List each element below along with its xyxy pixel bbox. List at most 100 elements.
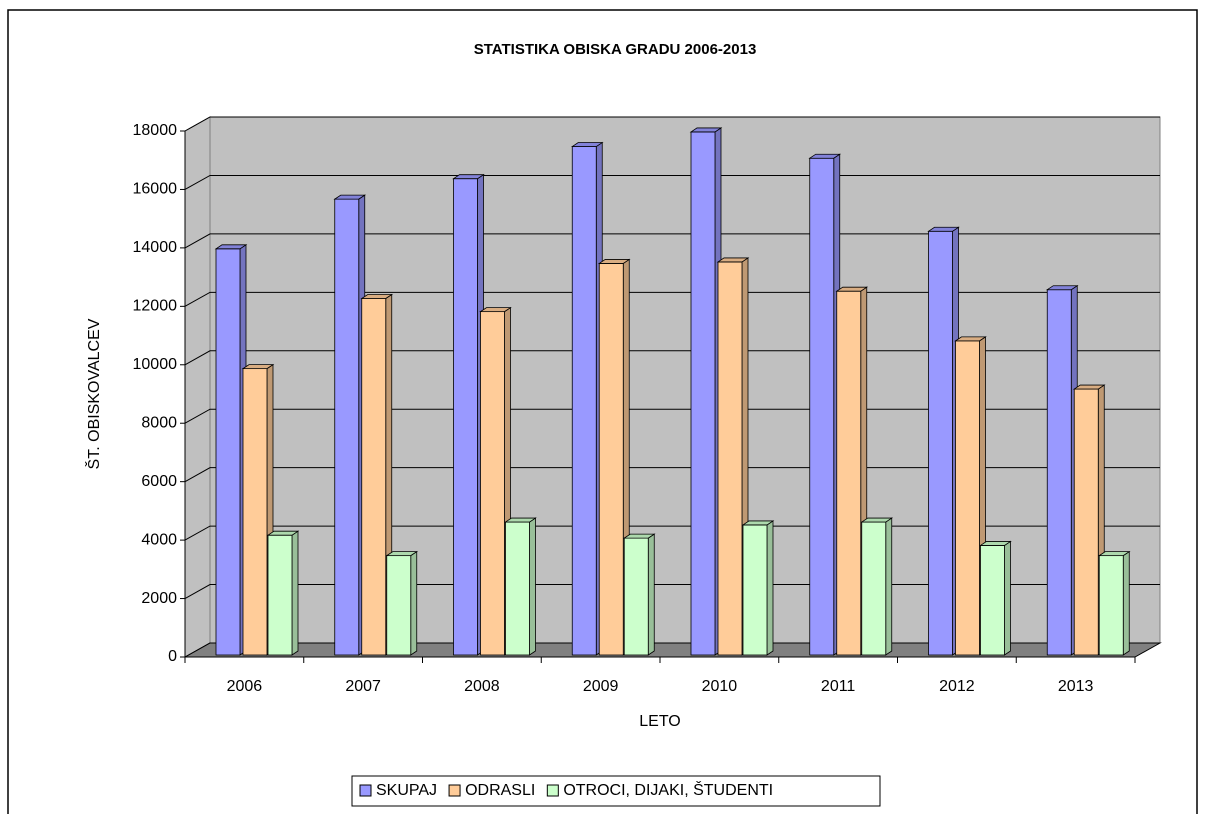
bar-face [860,517,894,523]
bar-face [385,551,419,557]
x-tick-label: 2011 [821,678,856,695]
bar-face [505,521,530,656]
bar-face [291,530,299,656]
bar [570,141,604,656]
bar-face [571,146,597,656]
bar-face [928,230,953,656]
chart-title: STATISTIKA OBISKA GRADU 2006-2013 [474,41,757,58]
bar-face [333,194,367,200]
bar-face [716,257,750,263]
bar-face [242,368,268,656]
bar [452,173,485,656]
bar-face [979,541,1012,546]
bar [1097,550,1131,656]
bar-face [647,533,655,656]
grid-line [184,174,1160,190]
bar-face [1097,551,1131,557]
floor [183,642,1162,658]
bar-face [808,153,842,159]
bar [385,550,419,656]
bar-face [927,226,960,232]
bar-face [241,364,275,370]
bar-face [479,307,512,313]
bar-face [954,336,987,342]
y-tick-label: 18000 [133,122,178,139]
bar-face [980,545,1005,656]
bar [479,306,512,656]
legend-label: SKUPAJ [376,782,437,799]
bar [504,517,537,656]
x-tick-label: 2008 [464,678,500,695]
side-wall [184,116,211,658]
y-tick-label: 6000 [141,473,177,490]
bar [1045,284,1079,656]
bar-face [361,298,387,656]
bar-face [690,131,716,656]
bar-face [597,259,631,264]
bar-face [480,311,505,656]
bar [622,533,656,656]
bar [333,194,367,656]
y-tick-label: 0 [168,648,177,665]
bar-face [623,537,649,656]
bar-face [1073,388,1099,656]
bar [860,517,894,656]
bar-face [1045,285,1079,291]
bar-face [266,530,300,536]
bar [689,127,723,656]
bar-face [386,555,412,656]
bar-face [1004,540,1011,656]
bar-face [529,517,536,656]
y-tick-label: 2000 [141,590,177,607]
bar-face [835,286,869,292]
legend-label: ODRASLI [465,782,535,799]
y-axis-label: ŠT. OBISKOVALCEV [84,318,103,469]
bar [808,153,842,656]
bar-face [766,520,774,656]
bar-face [570,142,604,147]
bar-face [598,263,624,656]
x-tick-label: 2007 [345,678,381,695]
y-tick-label: 10000 [133,356,178,373]
legend-swatch [448,784,461,797]
y-tick-label: 14000 [133,239,178,256]
bar [266,530,300,656]
bar-face [809,157,835,656]
bar-face [1046,289,1072,656]
bar-face [453,178,478,656]
legend-swatch [546,784,559,797]
bar-face [334,198,360,656]
bar-face [742,524,768,656]
bar-face [410,550,418,656]
bar-face [1072,384,1106,390]
y-tick-label: 16000 [133,181,178,198]
x-tick-label: 2013 [1058,678,1094,695]
y-tick-label: 8000 [141,414,177,431]
bar-face [717,261,743,656]
x-tick-label: 2006 [227,678,263,695]
legend-label: OTROCI, DIJAKI, ŠTUDENTI [563,780,773,799]
bar-face [214,244,248,250]
bar-face [622,533,656,539]
bar [214,244,248,656]
grid-line [184,116,1160,132]
legend-swatch [359,784,372,797]
bar-face [861,521,887,656]
y-tick-label: 12000 [133,298,178,315]
x-tick-label: 2012 [939,678,975,695]
bar-face [885,517,893,656]
bar-face [741,520,775,526]
x-tick-label: 2010 [702,678,738,695]
bar [741,520,775,656]
bar-face [452,174,485,180]
bar-face [836,290,862,656]
bar-face [504,517,537,523]
bar-face [689,127,723,133]
bar-face [1098,555,1124,656]
x-tick-label: 2009 [583,678,619,695]
bar-face [215,248,241,656]
bar-face [267,534,293,656]
grid-line [184,233,1160,249]
bar [954,336,987,656]
bar [927,226,960,656]
